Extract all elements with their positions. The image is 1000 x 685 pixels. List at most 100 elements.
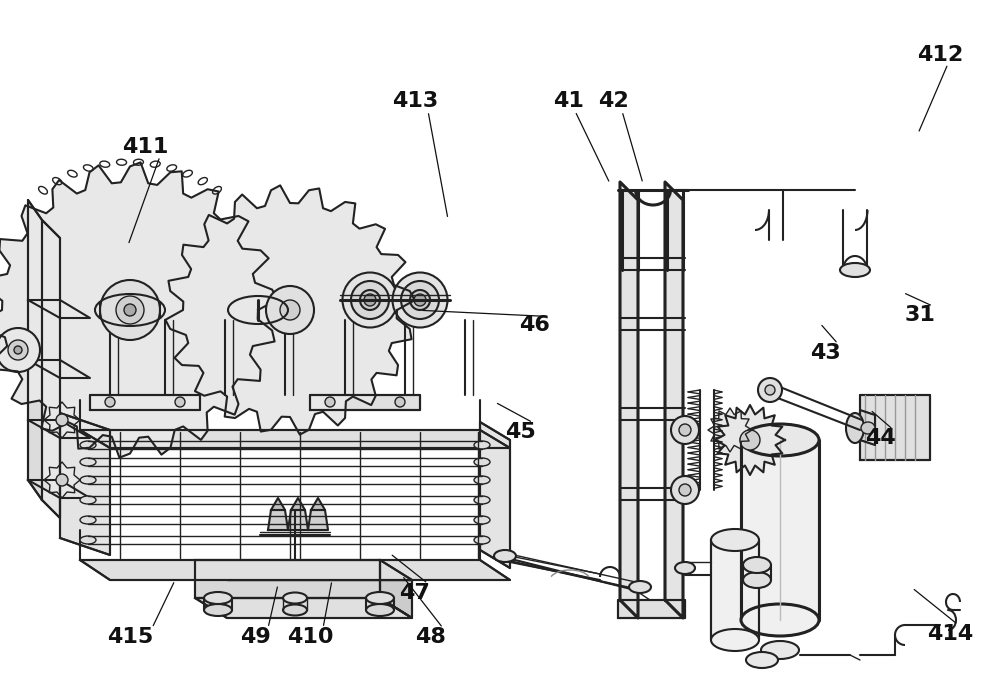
Ellipse shape xyxy=(410,290,430,310)
Polygon shape xyxy=(90,395,200,410)
Polygon shape xyxy=(288,510,308,530)
Circle shape xyxy=(740,430,760,450)
Ellipse shape xyxy=(366,592,394,604)
Text: 45: 45 xyxy=(505,421,535,442)
Text: 48: 48 xyxy=(415,627,445,647)
Text: 41: 41 xyxy=(553,91,583,112)
Circle shape xyxy=(116,296,144,324)
Polygon shape xyxy=(44,402,80,438)
Ellipse shape xyxy=(392,273,448,327)
Ellipse shape xyxy=(80,496,96,504)
Ellipse shape xyxy=(283,604,307,616)
Text: 411: 411 xyxy=(122,137,168,158)
Polygon shape xyxy=(28,300,90,318)
Text: 413: 413 xyxy=(392,91,438,112)
Circle shape xyxy=(266,286,314,334)
Text: 415: 415 xyxy=(107,627,153,647)
Ellipse shape xyxy=(474,496,490,504)
Text: 44: 44 xyxy=(865,428,895,449)
Circle shape xyxy=(765,385,775,395)
Ellipse shape xyxy=(204,604,232,616)
Text: 43: 43 xyxy=(810,342,840,363)
Circle shape xyxy=(679,424,691,436)
Circle shape xyxy=(8,340,28,360)
Text: 46: 46 xyxy=(520,315,550,336)
Circle shape xyxy=(56,474,68,486)
Polygon shape xyxy=(195,560,380,598)
Polygon shape xyxy=(271,498,285,510)
Ellipse shape xyxy=(366,604,394,616)
Polygon shape xyxy=(44,462,80,498)
Text: 49: 49 xyxy=(240,627,270,647)
Ellipse shape xyxy=(80,441,96,449)
Ellipse shape xyxy=(80,536,96,544)
Polygon shape xyxy=(620,182,638,618)
Polygon shape xyxy=(0,162,278,458)
Circle shape xyxy=(325,397,335,407)
Polygon shape xyxy=(310,395,420,410)
Ellipse shape xyxy=(474,536,490,544)
Ellipse shape xyxy=(741,604,819,636)
Ellipse shape xyxy=(401,281,439,319)
Polygon shape xyxy=(195,598,412,618)
Circle shape xyxy=(100,280,160,340)
Ellipse shape xyxy=(474,516,490,524)
Text: 31: 31 xyxy=(905,305,935,325)
Circle shape xyxy=(124,304,136,316)
Polygon shape xyxy=(715,405,785,475)
Ellipse shape xyxy=(283,593,307,603)
Ellipse shape xyxy=(80,458,96,466)
Ellipse shape xyxy=(741,424,819,456)
Ellipse shape xyxy=(80,516,96,524)
Circle shape xyxy=(280,300,300,320)
Ellipse shape xyxy=(474,458,490,466)
Circle shape xyxy=(758,378,782,402)
Text: 412: 412 xyxy=(917,45,963,65)
Ellipse shape xyxy=(342,273,398,327)
Ellipse shape xyxy=(360,290,380,310)
Polygon shape xyxy=(60,413,110,555)
Polygon shape xyxy=(268,510,288,530)
Polygon shape xyxy=(711,540,759,640)
Text: 414: 414 xyxy=(927,623,973,644)
Ellipse shape xyxy=(494,550,516,562)
Circle shape xyxy=(364,294,376,306)
Circle shape xyxy=(671,476,699,504)
Polygon shape xyxy=(28,200,42,500)
Circle shape xyxy=(0,328,40,372)
Ellipse shape xyxy=(846,413,864,443)
Polygon shape xyxy=(28,480,90,498)
Ellipse shape xyxy=(351,281,389,319)
Polygon shape xyxy=(28,360,90,378)
Polygon shape xyxy=(860,410,875,445)
Ellipse shape xyxy=(474,476,490,484)
Ellipse shape xyxy=(743,557,771,573)
Circle shape xyxy=(56,414,68,426)
Ellipse shape xyxy=(761,641,799,659)
Polygon shape xyxy=(665,182,683,618)
Polygon shape xyxy=(860,395,930,460)
Polygon shape xyxy=(291,498,305,510)
Text: 47: 47 xyxy=(400,582,430,603)
Polygon shape xyxy=(308,510,328,530)
Polygon shape xyxy=(28,420,90,438)
Ellipse shape xyxy=(629,581,651,593)
Ellipse shape xyxy=(861,422,875,434)
Ellipse shape xyxy=(711,529,759,551)
Circle shape xyxy=(679,484,691,496)
Text: 42: 42 xyxy=(598,91,628,112)
Circle shape xyxy=(14,346,22,354)
Ellipse shape xyxy=(474,441,490,449)
Circle shape xyxy=(395,397,405,407)
Circle shape xyxy=(175,397,185,407)
Polygon shape xyxy=(80,560,510,580)
Polygon shape xyxy=(708,408,752,452)
Ellipse shape xyxy=(743,572,771,588)
Polygon shape xyxy=(311,498,325,510)
Circle shape xyxy=(414,294,426,306)
Polygon shape xyxy=(42,220,60,518)
Ellipse shape xyxy=(840,263,870,277)
Ellipse shape xyxy=(711,629,759,651)
Polygon shape xyxy=(80,430,510,448)
Polygon shape xyxy=(618,600,685,618)
